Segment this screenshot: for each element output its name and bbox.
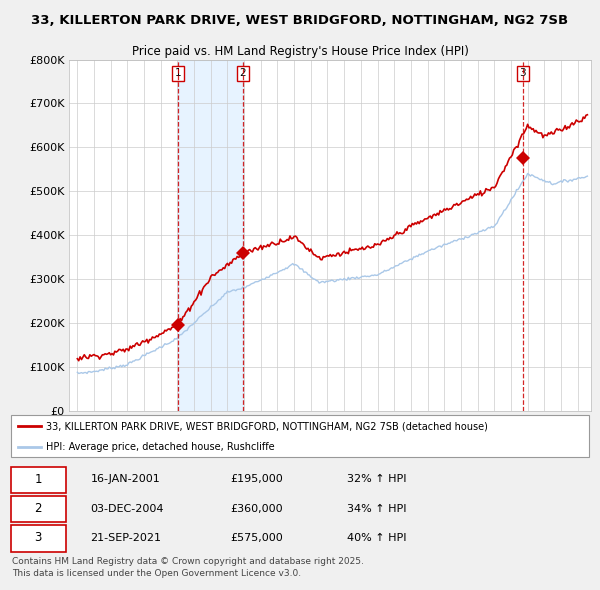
Text: 16-JAN-2001: 16-JAN-2001 xyxy=(91,474,160,484)
Text: 2: 2 xyxy=(34,502,42,515)
FancyBboxPatch shape xyxy=(11,496,66,522)
Text: 1: 1 xyxy=(175,68,181,78)
Text: £360,000: £360,000 xyxy=(230,504,283,514)
Text: 33, KILLERTON PARK DRIVE, WEST BRIDGFORD, NOTTINGHAM, NG2 7SB: 33, KILLERTON PARK DRIVE, WEST BRIDGFORD… xyxy=(31,15,569,28)
Text: HPI: Average price, detached house, Rushcliffe: HPI: Average price, detached house, Rush… xyxy=(46,442,274,452)
Text: 21-SEP-2021: 21-SEP-2021 xyxy=(91,533,161,543)
Text: £575,000: £575,000 xyxy=(230,533,283,543)
Text: 40% ↑ HPI: 40% ↑ HPI xyxy=(347,533,406,543)
Text: 32% ↑ HPI: 32% ↑ HPI xyxy=(347,474,406,484)
Text: 34% ↑ HPI: 34% ↑ HPI xyxy=(347,504,406,514)
FancyBboxPatch shape xyxy=(11,467,66,493)
Text: Contains HM Land Registry data © Crown copyright and database right 2025.
This d: Contains HM Land Registry data © Crown c… xyxy=(12,557,364,578)
Text: £195,000: £195,000 xyxy=(230,474,283,484)
Text: 33, KILLERTON PARK DRIVE, WEST BRIDGFORD, NOTTINGHAM, NG2 7SB (detached house): 33, KILLERTON PARK DRIVE, WEST BRIDGFORD… xyxy=(46,421,488,431)
FancyBboxPatch shape xyxy=(11,415,589,457)
FancyBboxPatch shape xyxy=(11,525,66,552)
Text: 3: 3 xyxy=(34,532,42,545)
Text: Price paid vs. HM Land Registry's House Price Index (HPI): Price paid vs. HM Land Registry's House … xyxy=(131,45,469,58)
Text: 03-DEC-2004: 03-DEC-2004 xyxy=(91,504,164,514)
Bar xyxy=(178,60,243,411)
Text: 2: 2 xyxy=(239,68,246,78)
Text: 3: 3 xyxy=(520,68,526,78)
Text: 1: 1 xyxy=(34,473,42,486)
